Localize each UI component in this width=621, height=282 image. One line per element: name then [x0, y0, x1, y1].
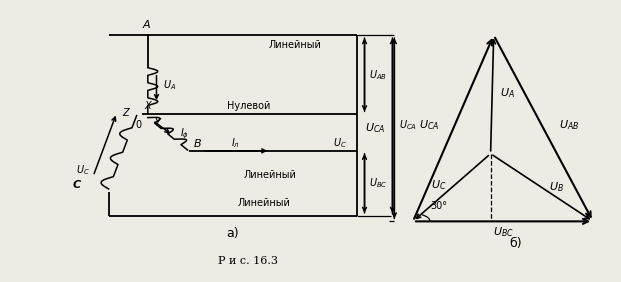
Text: C: C [73, 180, 81, 190]
Text: Линейный: Линейный [268, 40, 322, 50]
Text: а): а) [227, 227, 239, 240]
Text: B: B [194, 139, 201, 149]
Text: Р и с. 16.3: Р и с. 16.3 [219, 256, 278, 266]
Text: 30°: 30° [430, 201, 447, 211]
Text: Z: Z [122, 108, 129, 118]
Text: $U_{BC}$: $U_{BC}$ [492, 225, 514, 239]
Text: $U_{CA}$: $U_{CA}$ [365, 122, 385, 135]
Text: Линейный: Линейный [243, 170, 297, 180]
Text: 0: 0 [135, 120, 142, 131]
Text: Линейный: Линейный [237, 198, 291, 208]
Text: $U_A$: $U_A$ [163, 78, 176, 91]
Text: X: X [145, 101, 152, 111]
Text: $I_л$: $I_л$ [232, 137, 240, 150]
Text: A: A [143, 20, 150, 30]
Text: $U_C$: $U_C$ [431, 178, 447, 191]
Text: Нулевой: Нулевой [227, 101, 270, 111]
Text: $U_A$: $U_A$ [499, 86, 515, 100]
Text: $U_C$: $U_C$ [76, 163, 90, 177]
Text: $U_{AB}$: $U_{AB}$ [369, 68, 388, 81]
Text: $I_\phi$: $I_\phi$ [180, 126, 189, 141]
Text: $U_{CA}$: $U_{CA}$ [399, 119, 417, 132]
Text: $U_C$: $U_C$ [333, 137, 347, 150]
Text: $U_{CA}$: $U_{CA}$ [419, 119, 440, 132]
Text: $U_{BC}$: $U_{BC}$ [369, 177, 388, 190]
Text: $U_B$: $U_B$ [549, 181, 564, 194]
Text: б): б) [509, 237, 522, 250]
Text: Y: Y [154, 118, 160, 128]
Text: $U_{AB}$: $U_{AB}$ [559, 119, 579, 132]
